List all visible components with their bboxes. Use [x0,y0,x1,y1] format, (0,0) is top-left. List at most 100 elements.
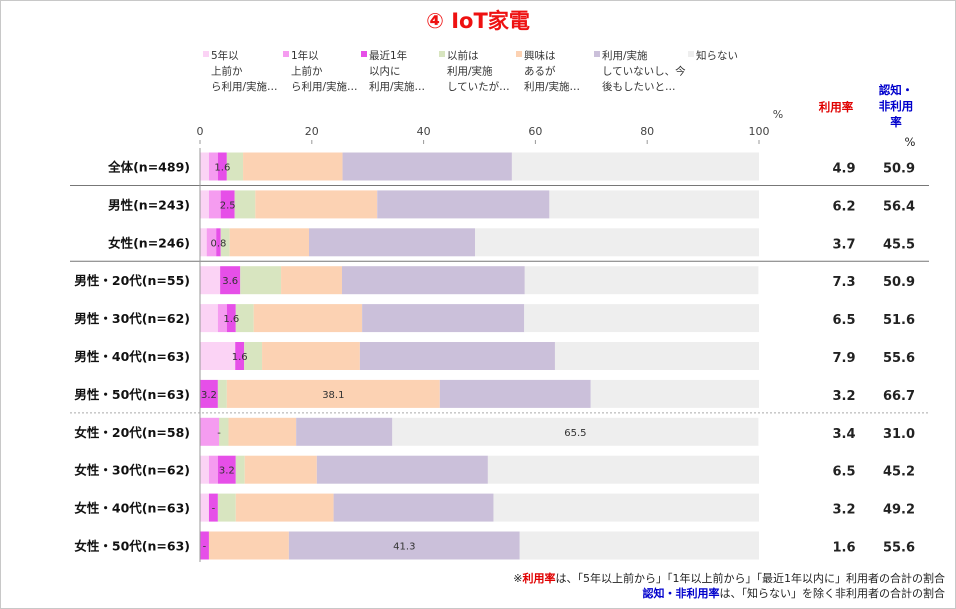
bar-segment [235,455,245,484]
chart-title: ④ IoT家電 [426,9,530,33]
bar-segment [554,342,759,370]
aware-nonuse-value: 49.2 [883,503,915,518]
legend-label-line: 利用/実施 [602,49,648,62]
aware-nonuse-value: 31.0 [883,427,915,442]
aware-nonuse-value: 51.6 [883,313,915,328]
bar-segment [229,228,310,257]
legend-label: 知らない [696,49,738,62]
usage-rate-value: 6.5 [832,313,855,328]
bar-segment [200,455,209,484]
usage-rate-value: 4.9 [832,162,855,177]
usage-rate-value: 3.7 [832,237,855,252]
x-tick-label: 20 [305,125,319,138]
usage-rate-value: 6.5 [832,465,855,480]
x-tick-label: 80 [640,125,654,138]
data-label: 65.5 [564,428,586,439]
bar-segment [281,266,342,295]
legend-label-line: 後もしたいと… [602,80,676,93]
bar-segment [208,531,289,560]
legend-swatch [439,51,445,57]
legend-swatch [594,51,600,57]
bar-segment [234,190,256,219]
bar-segment [253,304,363,333]
bar-segment [309,228,476,257]
data-label: 1.6 [232,352,248,363]
aware-nonuse-value: 55.6 [883,351,915,366]
bar-segment [487,455,759,484]
bar-segment [392,417,759,446]
header-line: 認知・ [879,83,914,97]
bar-segment [200,531,209,560]
legend-label-line: 以前は [447,49,479,62]
data-label: - [212,504,216,515]
bar-segment [316,455,488,484]
category-label: 男性・20代(n=55) [74,273,190,288]
bar-segment [549,190,759,219]
bar-segment [475,228,759,257]
bar-segment [333,493,494,522]
legend-label-line: していたが… [447,80,510,93]
aware-nonuse-value: 56.4 [883,199,915,214]
category-label: 女性(n=246) [108,235,190,250]
data-label: - [203,542,207,553]
footnote: ※利用率は、「5年以上前から」「1年以上前から」「最近1年以内に」利用者の合計の… [513,571,945,585]
usage-rate-value: 1.6 [832,541,855,556]
legend-label-line: ら利用/実施… [211,80,278,93]
footnote-term: 認知・非利用率 [643,586,720,600]
x-tick-label: 60 [528,125,542,138]
bar-segment [511,152,759,181]
bar-segment [226,379,440,408]
legend-label-line: 上前か [291,65,323,78]
aware-nonuse-value: 45.2 [883,465,915,480]
bar-segment [200,342,236,370]
bar-segment [244,455,317,484]
bar-segment [377,190,550,219]
legend-swatch [203,51,209,57]
category-label: 全体(n=489) [107,160,190,175]
bar-segment [228,417,297,446]
footnote-text: は、「5年以上前から」「1年以上前から」「最近1年以内に」利用者の合計の割合 [556,571,946,585]
bar-segment [439,379,591,408]
bar-segment [226,304,236,333]
usage-rate-value: 3.2 [832,503,855,518]
data-label: 1.6 [223,314,239,325]
usage-rate-header: 利用率 [818,100,854,114]
x-tick-label: 0 [197,125,204,138]
data-label: 1.6 [214,163,230,174]
data-label: 3.2 [201,390,217,401]
aware-nonuse-value: 66.7 [883,389,915,404]
data-label: 3.2 [219,466,235,477]
legend-label-line: 以内に [369,65,401,78]
bar-segment [255,190,378,219]
bar-segment [208,455,218,484]
footnote-prefix: ※ [513,572,522,585]
aware-nonuse-value: 55.6 [883,541,915,556]
category-label: 女性・50代(n=63) [74,539,190,554]
footnote-term: 利用率 [523,571,556,585]
legend-label: 興味はあるが利用/実施… [524,50,580,93]
bar-segment [243,152,343,181]
bar-segment [200,228,207,257]
bar-segment [362,304,525,333]
bar-segment [235,493,334,522]
bar-segment [288,531,520,560]
bar-segment [217,455,236,484]
footnote: 認知・非利用率は、「知らない」を除く非利用者の合計の割合 [643,586,946,600]
bar-segment [220,190,235,219]
bar-segment [240,266,282,295]
legend-label-line: 興味は [524,50,556,62]
legend-label-line: 1年以 [291,49,319,62]
x-unit-label: % [773,108,783,121]
aware-nonuse-value: 50.9 [883,162,915,177]
data-label: - [217,428,221,439]
bar-segment [217,152,227,181]
bar-segment [200,304,218,333]
x-tick-label: 40 [417,125,431,138]
bar-segment [200,152,209,181]
legend-label-line: 利用/実施… [524,80,580,93]
legend-label: 1年以上前から利用/実施… [291,49,358,93]
bar-segment [590,379,759,408]
data-label: 3.6 [222,276,238,287]
bar-segment [524,266,759,295]
